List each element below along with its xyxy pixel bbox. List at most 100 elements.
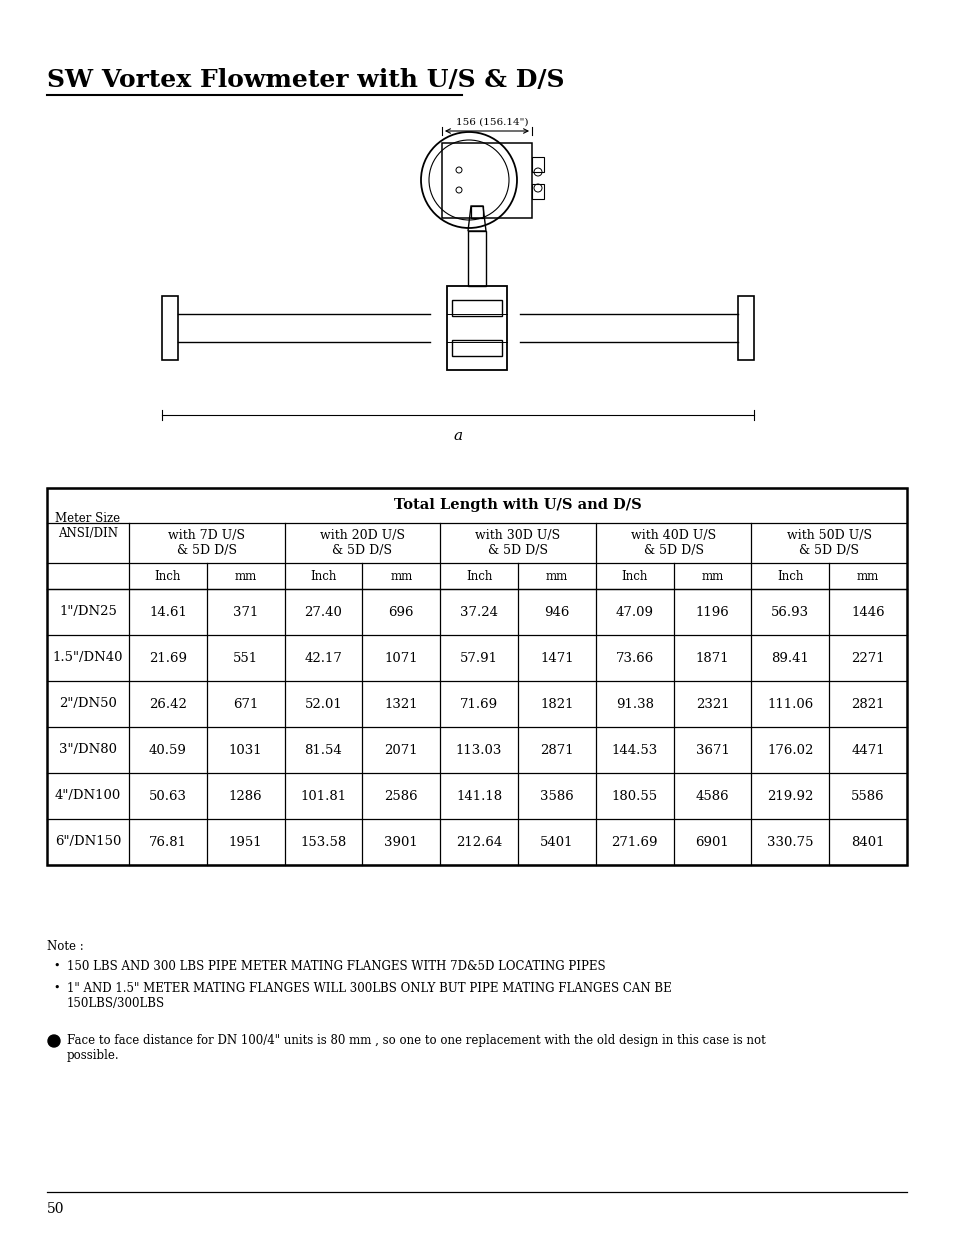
Text: 50.63: 50.63 bbox=[149, 789, 187, 803]
Text: 1.5"/DN40: 1.5"/DN40 bbox=[52, 652, 123, 664]
Text: 5586: 5586 bbox=[850, 789, 884, 803]
Text: 3901: 3901 bbox=[384, 836, 417, 848]
Bar bbox=[452, 300, 501, 316]
Text: Total Length with U/S and D/S: Total Length with U/S and D/S bbox=[394, 499, 641, 513]
Text: 1471: 1471 bbox=[539, 652, 573, 664]
Text: •: • bbox=[53, 983, 59, 993]
Bar bbox=[441, 143, 532, 219]
Text: 2586: 2586 bbox=[384, 789, 417, 803]
Text: 3"/DN80: 3"/DN80 bbox=[59, 743, 117, 757]
Text: 57.91: 57.91 bbox=[459, 652, 497, 664]
Text: 6"/DN150: 6"/DN150 bbox=[54, 836, 121, 848]
Text: with 50D U/S
& 5D D/S: with 50D U/S & 5D D/S bbox=[786, 529, 871, 557]
Text: 14.61: 14.61 bbox=[149, 605, 187, 619]
Text: SW Vortex Flowmeter with U/S & D/S: SW Vortex Flowmeter with U/S & D/S bbox=[47, 68, 564, 91]
Text: 8401: 8401 bbox=[850, 836, 884, 848]
Text: 180.55: 180.55 bbox=[611, 789, 657, 803]
Text: 141.18: 141.18 bbox=[456, 789, 501, 803]
Text: 2821: 2821 bbox=[850, 698, 884, 710]
Text: 696: 696 bbox=[388, 605, 414, 619]
Text: 1821: 1821 bbox=[539, 698, 573, 710]
Text: 37.24: 37.24 bbox=[459, 605, 497, 619]
Text: 156 (156.14"): 156 (156.14") bbox=[456, 119, 528, 127]
Text: 144.53: 144.53 bbox=[611, 743, 658, 757]
Bar bbox=[452, 340, 501, 356]
Bar bbox=[162, 296, 178, 359]
Text: with 30D U/S
& 5D D/S: with 30D U/S & 5D D/S bbox=[475, 529, 560, 557]
Text: 89.41: 89.41 bbox=[771, 652, 808, 664]
Bar bbox=[532, 184, 543, 199]
Text: a: a bbox=[453, 429, 462, 443]
Circle shape bbox=[48, 1035, 60, 1047]
Text: 26.42: 26.42 bbox=[149, 698, 187, 710]
Text: 1031: 1031 bbox=[229, 743, 262, 757]
Text: 71.69: 71.69 bbox=[459, 698, 497, 710]
Text: 2"/DN50: 2"/DN50 bbox=[59, 698, 117, 710]
Bar bbox=[447, 287, 506, 370]
Text: mm: mm bbox=[856, 569, 879, 583]
Text: 47.09: 47.09 bbox=[615, 605, 653, 619]
Text: 73.66: 73.66 bbox=[615, 652, 653, 664]
Text: 91.38: 91.38 bbox=[615, 698, 653, 710]
Text: 5401: 5401 bbox=[539, 836, 573, 848]
Text: 50: 50 bbox=[47, 1202, 65, 1216]
Text: 2321: 2321 bbox=[695, 698, 728, 710]
Text: Inch: Inch bbox=[154, 569, 181, 583]
Text: 4586: 4586 bbox=[695, 789, 728, 803]
Text: 1071: 1071 bbox=[384, 652, 417, 664]
Text: mm: mm bbox=[700, 569, 723, 583]
Text: 1446: 1446 bbox=[850, 605, 884, 619]
Text: 2271: 2271 bbox=[850, 652, 884, 664]
Text: with 7D U/S
& 5D D/S: with 7D U/S & 5D D/S bbox=[168, 529, 245, 557]
Text: 42.17: 42.17 bbox=[304, 652, 342, 664]
Text: •: • bbox=[53, 961, 59, 971]
Text: 671: 671 bbox=[233, 698, 258, 710]
Text: 330.75: 330.75 bbox=[766, 836, 813, 848]
Text: 111.06: 111.06 bbox=[766, 698, 813, 710]
Text: 2071: 2071 bbox=[384, 743, 417, 757]
Text: 3586: 3586 bbox=[539, 789, 573, 803]
Text: 81.54: 81.54 bbox=[304, 743, 342, 757]
Text: mm: mm bbox=[390, 569, 412, 583]
Text: with 20D U/S
& 5D D/S: with 20D U/S & 5D D/S bbox=[319, 529, 404, 557]
Text: 1871: 1871 bbox=[695, 652, 728, 664]
Text: mm: mm bbox=[545, 569, 567, 583]
Text: 76.81: 76.81 bbox=[149, 836, 187, 848]
Text: Meter Size
ANSI/DIN: Meter Size ANSI/DIN bbox=[55, 511, 120, 540]
Bar bbox=[532, 157, 543, 172]
Bar bbox=[468, 231, 485, 287]
Text: 1321: 1321 bbox=[384, 698, 417, 710]
Text: 2871: 2871 bbox=[539, 743, 573, 757]
Text: 3671: 3671 bbox=[695, 743, 729, 757]
Text: 1" AND 1.5" METER MATING FLANGES WILL 300LBS ONLY BUT PIPE MATING FLANGES CAN BE: 1" AND 1.5" METER MATING FLANGES WILL 30… bbox=[67, 982, 671, 1010]
Text: 52.01: 52.01 bbox=[304, 698, 342, 710]
Text: Face to face distance for DN 100/4" units is 80 mm , so one to one replacement w: Face to face distance for DN 100/4" unit… bbox=[67, 1034, 765, 1062]
Bar bbox=[47, 488, 906, 864]
Text: 212.64: 212.64 bbox=[456, 836, 501, 848]
Text: 1951: 1951 bbox=[229, 836, 262, 848]
Text: 113.03: 113.03 bbox=[456, 743, 502, 757]
Text: 371: 371 bbox=[233, 605, 258, 619]
Bar bbox=[738, 296, 753, 359]
Text: 6901: 6901 bbox=[695, 836, 729, 848]
Text: 56.93: 56.93 bbox=[770, 605, 808, 619]
Text: 21.69: 21.69 bbox=[149, 652, 187, 664]
Text: with 40D U/S
& 5D D/S: with 40D U/S & 5D D/S bbox=[630, 529, 716, 557]
Text: Inch: Inch bbox=[465, 569, 492, 583]
Text: 4"/DN100: 4"/DN100 bbox=[55, 789, 121, 803]
Text: 150 LBS AND 300 LBS PIPE METER MATING FLANGES WITH 7D&5D LOCATING PIPES: 150 LBS AND 300 LBS PIPE METER MATING FL… bbox=[67, 960, 605, 973]
Text: 4471: 4471 bbox=[850, 743, 884, 757]
Text: 27.40: 27.40 bbox=[304, 605, 342, 619]
Text: 40.59: 40.59 bbox=[149, 743, 187, 757]
Text: 1196: 1196 bbox=[695, 605, 729, 619]
Text: 946: 946 bbox=[543, 605, 569, 619]
Text: 153.58: 153.58 bbox=[300, 836, 346, 848]
Bar bbox=[471, 206, 482, 219]
Text: 101.81: 101.81 bbox=[300, 789, 346, 803]
Text: Inch: Inch bbox=[310, 569, 336, 583]
Text: Inch: Inch bbox=[777, 569, 802, 583]
Text: 176.02: 176.02 bbox=[766, 743, 813, 757]
Text: Note :: Note : bbox=[47, 940, 84, 953]
Text: 271.69: 271.69 bbox=[611, 836, 658, 848]
Text: 1"/DN25: 1"/DN25 bbox=[59, 605, 117, 619]
